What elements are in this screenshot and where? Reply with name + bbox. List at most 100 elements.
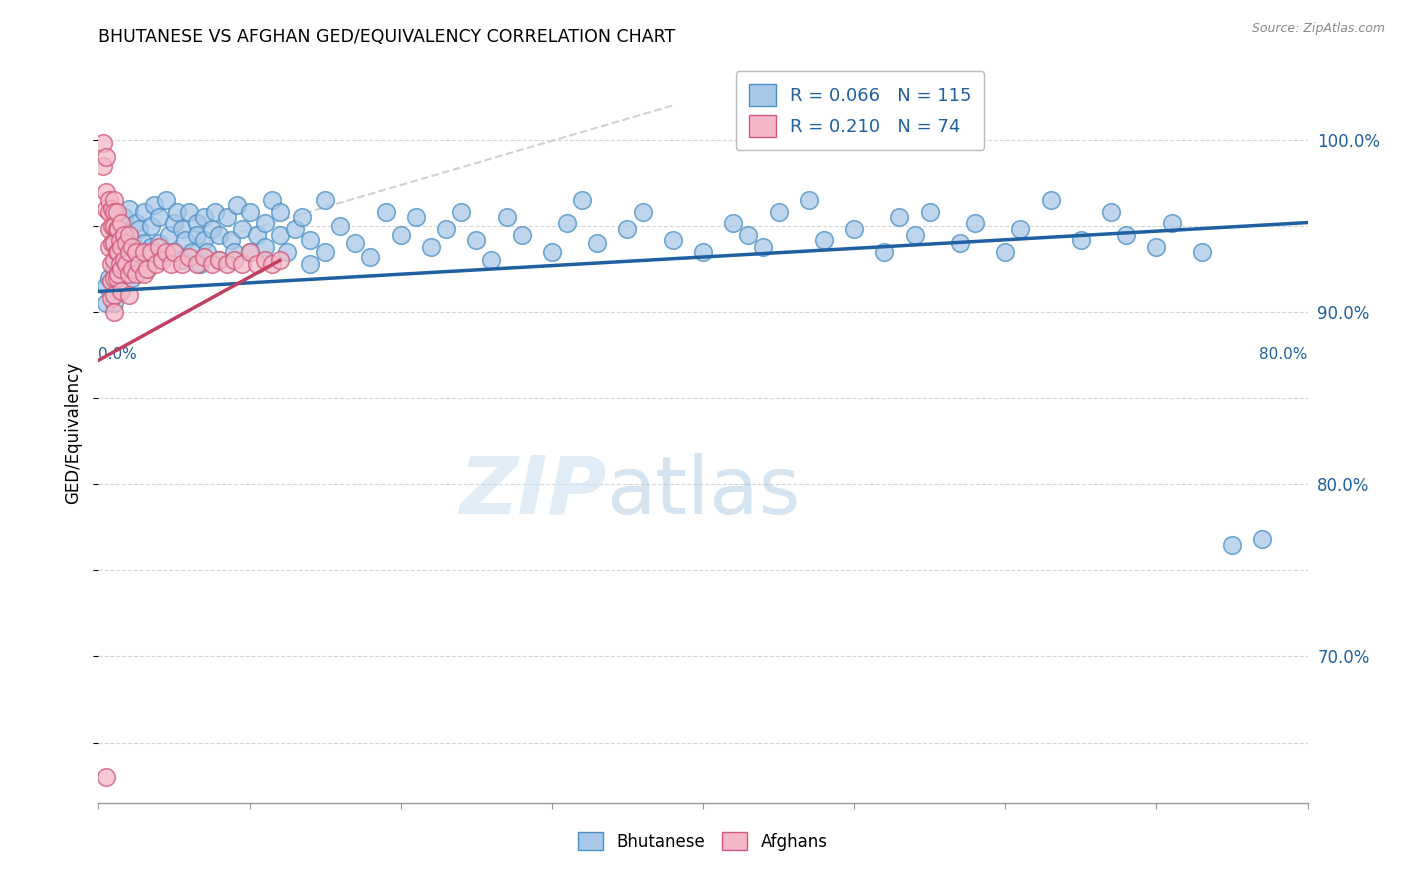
Point	[201, 222, 224, 236]
Point	[141, 219, 163, 233]
Point	[193, 233, 215, 247]
Point	[360, 250, 382, 264]
Text: atlas: atlas	[606, 453, 800, 531]
Point	[284, 222, 307, 236]
Point	[231, 257, 253, 271]
Point	[450, 205, 472, 219]
Point	[226, 198, 249, 212]
Point	[224, 244, 246, 259]
Point	[135, 262, 157, 277]
Point	[103, 305, 125, 319]
Point	[269, 227, 291, 242]
Point	[163, 244, 186, 259]
Point	[141, 240, 163, 254]
Point	[253, 253, 276, 268]
Point	[193, 250, 215, 264]
Point	[170, 253, 193, 268]
Point	[145, 257, 167, 271]
Point	[94, 185, 117, 199]
Point	[94, 202, 117, 216]
Point	[434, 222, 457, 236]
Point	[163, 216, 186, 230]
Point	[103, 219, 125, 233]
Point	[132, 244, 155, 259]
Point	[571, 193, 593, 207]
Point	[148, 240, 170, 254]
Point	[98, 270, 121, 285]
Point	[101, 202, 124, 216]
Point	[163, 244, 186, 259]
Point	[94, 296, 117, 310]
Point	[1010, 222, 1032, 236]
Point	[159, 227, 181, 242]
Point	[299, 257, 322, 271]
Point	[155, 193, 177, 207]
Point	[208, 227, 231, 242]
Point	[170, 222, 193, 236]
Point	[125, 244, 148, 259]
Point	[889, 211, 911, 225]
Point	[329, 219, 352, 233]
Point	[1220, 537, 1243, 551]
Point	[103, 193, 125, 207]
Point	[94, 770, 117, 784]
Point	[110, 253, 132, 268]
Point	[555, 216, 578, 230]
Point	[1115, 227, 1137, 242]
Point	[121, 270, 143, 285]
Point	[193, 211, 215, 225]
Point	[239, 205, 262, 219]
Point	[121, 240, 143, 254]
Point	[148, 211, 170, 225]
Point	[101, 219, 124, 233]
Point	[797, 193, 820, 207]
Point	[904, 227, 927, 242]
Point	[224, 253, 246, 268]
Point	[108, 233, 131, 247]
Point	[918, 205, 941, 219]
Point	[1099, 205, 1122, 219]
Text: 0.0%: 0.0%	[98, 348, 138, 362]
Point	[208, 253, 231, 268]
Point	[121, 233, 143, 247]
Point	[269, 253, 291, 268]
Point	[98, 222, 121, 236]
Point	[132, 267, 155, 281]
Point	[94, 279, 117, 293]
Point	[166, 205, 188, 219]
Point	[661, 233, 683, 247]
Point	[170, 257, 193, 271]
Point	[103, 288, 125, 302]
Point	[1160, 216, 1182, 230]
Point	[1191, 244, 1213, 259]
Point	[179, 250, 201, 264]
Point	[374, 205, 396, 219]
Point	[121, 262, 143, 277]
Point	[186, 257, 208, 271]
Point	[188, 257, 211, 271]
Point	[737, 227, 759, 242]
Point	[112, 227, 135, 242]
Point	[239, 244, 262, 259]
Point	[128, 257, 150, 271]
Point	[128, 257, 150, 271]
Point	[1144, 240, 1167, 254]
Point	[291, 211, 314, 225]
Point	[103, 296, 125, 310]
Point	[510, 227, 533, 242]
Point	[143, 198, 166, 212]
Point	[253, 240, 276, 254]
Point	[586, 236, 609, 251]
Point	[103, 205, 125, 219]
Point	[105, 205, 128, 219]
Point	[269, 205, 291, 219]
Point	[112, 262, 135, 277]
Point	[389, 227, 412, 242]
Point	[114, 236, 136, 251]
Point	[105, 270, 128, 285]
Point	[465, 233, 488, 247]
Point	[103, 262, 125, 277]
Point	[118, 227, 141, 242]
Text: BHUTANESE VS AFGHAN GED/EQUIVALENCY CORRELATION CHART: BHUTANESE VS AFGHAN GED/EQUIVALENCY CORR…	[98, 28, 676, 45]
Point	[204, 205, 226, 219]
